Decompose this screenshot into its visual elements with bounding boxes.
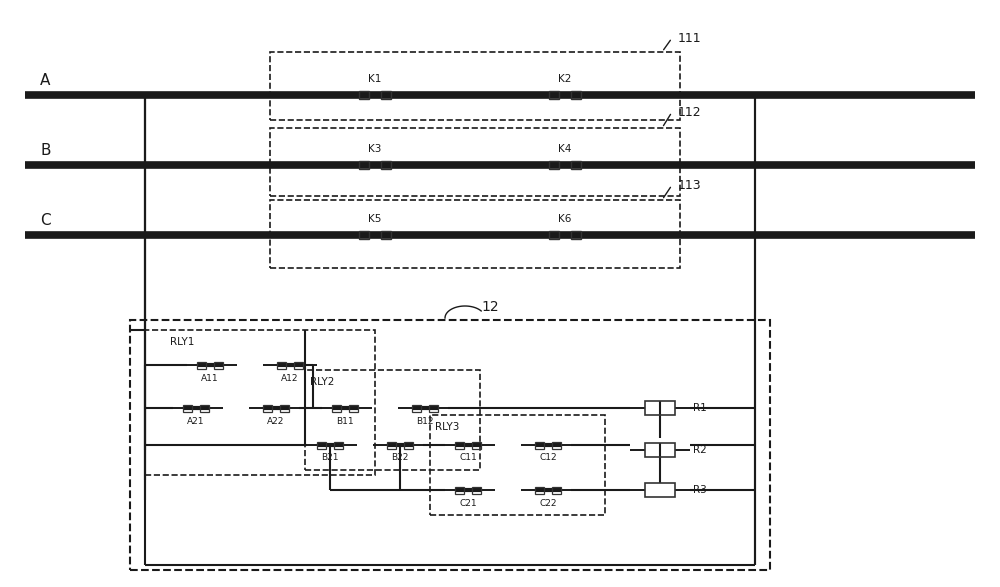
- Bar: [387, 441, 396, 448]
- Bar: [349, 404, 358, 411]
- Bar: [472, 441, 481, 448]
- Text: C12: C12: [539, 454, 557, 463]
- Bar: [305, 370, 480, 470]
- Text: A22: A22: [267, 417, 285, 426]
- Text: K3: K3: [368, 144, 382, 154]
- Bar: [549, 231, 559, 239]
- Text: 111: 111: [678, 32, 702, 45]
- Text: K1: K1: [368, 74, 382, 84]
- Text: A: A: [40, 73, 50, 87]
- Bar: [455, 487, 464, 494]
- Bar: [270, 52, 680, 120]
- Bar: [277, 362, 286, 369]
- Bar: [571, 231, 581, 239]
- Text: RLY2: RLY2: [310, 377, 334, 387]
- Bar: [404, 441, 413, 448]
- Bar: [472, 487, 481, 494]
- Bar: [552, 441, 561, 448]
- Bar: [359, 91, 369, 99]
- Bar: [317, 441, 326, 448]
- Bar: [270, 128, 680, 196]
- Text: C22: C22: [539, 498, 557, 508]
- Bar: [381, 231, 391, 239]
- Bar: [270, 200, 680, 268]
- Bar: [571, 91, 581, 99]
- Bar: [263, 404, 272, 411]
- Bar: [645, 483, 675, 497]
- Text: R1: R1: [693, 403, 707, 413]
- Bar: [571, 161, 581, 169]
- Text: 112: 112: [678, 106, 702, 119]
- Bar: [145, 330, 375, 475]
- Text: B: B: [40, 143, 51, 157]
- Bar: [200, 404, 209, 411]
- Bar: [549, 91, 559, 99]
- Text: 12: 12: [481, 300, 499, 314]
- Bar: [359, 161, 369, 169]
- Text: A21: A21: [187, 417, 205, 426]
- Bar: [429, 404, 438, 411]
- Bar: [430, 415, 605, 515]
- Bar: [381, 161, 391, 169]
- Bar: [332, 404, 341, 411]
- Text: B22: B22: [391, 454, 409, 463]
- Text: 113: 113: [678, 178, 702, 191]
- Text: R3: R3: [693, 485, 707, 495]
- Text: B21: B21: [321, 454, 339, 463]
- Text: A11: A11: [201, 373, 219, 383]
- Text: RLY1: RLY1: [170, 337, 194, 347]
- Text: B11: B11: [336, 417, 354, 426]
- Text: K2: K2: [558, 74, 572, 84]
- Text: K5: K5: [368, 214, 382, 224]
- Bar: [294, 362, 303, 369]
- Bar: [549, 161, 559, 169]
- Text: B12: B12: [416, 417, 434, 426]
- Bar: [381, 91, 391, 99]
- Bar: [334, 441, 343, 448]
- Bar: [183, 404, 192, 411]
- Bar: [359, 231, 369, 239]
- Bar: [280, 404, 289, 411]
- Text: K6: K6: [558, 214, 572, 224]
- Bar: [130, 320, 770, 570]
- Bar: [455, 441, 464, 448]
- Text: C21: C21: [459, 498, 477, 508]
- Text: RLY3: RLY3: [435, 422, 459, 432]
- Text: C: C: [40, 212, 51, 228]
- Text: A12: A12: [281, 373, 299, 383]
- Bar: [645, 443, 675, 457]
- Text: R2: R2: [693, 445, 707, 455]
- Bar: [197, 362, 206, 369]
- Bar: [535, 441, 544, 448]
- Text: C11: C11: [459, 454, 477, 463]
- Bar: [214, 362, 223, 369]
- Bar: [412, 404, 421, 411]
- Bar: [535, 487, 544, 494]
- Bar: [552, 487, 561, 494]
- Bar: [645, 401, 675, 415]
- Text: K4: K4: [558, 144, 572, 154]
